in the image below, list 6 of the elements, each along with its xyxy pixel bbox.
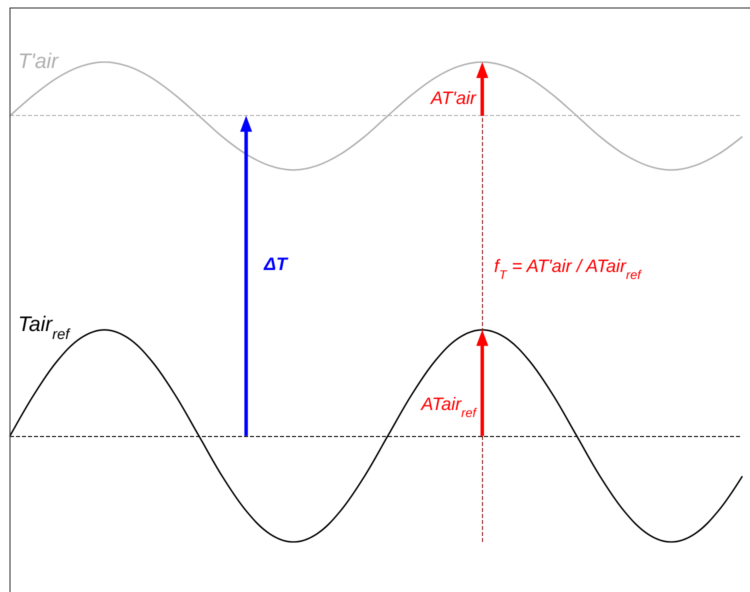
annotation: ΔT [263, 254, 290, 274]
annotation: AT'air [430, 88, 477, 108]
series-label: T'air [18, 50, 60, 73]
annotation: ATair$_{ref}$ [420, 394, 478, 420]
series-label: Tair$_{ref}$ [18, 313, 72, 343]
annotation: f$_{T}$ = AT'air / ATair$_{ref}$ [494, 256, 642, 282]
